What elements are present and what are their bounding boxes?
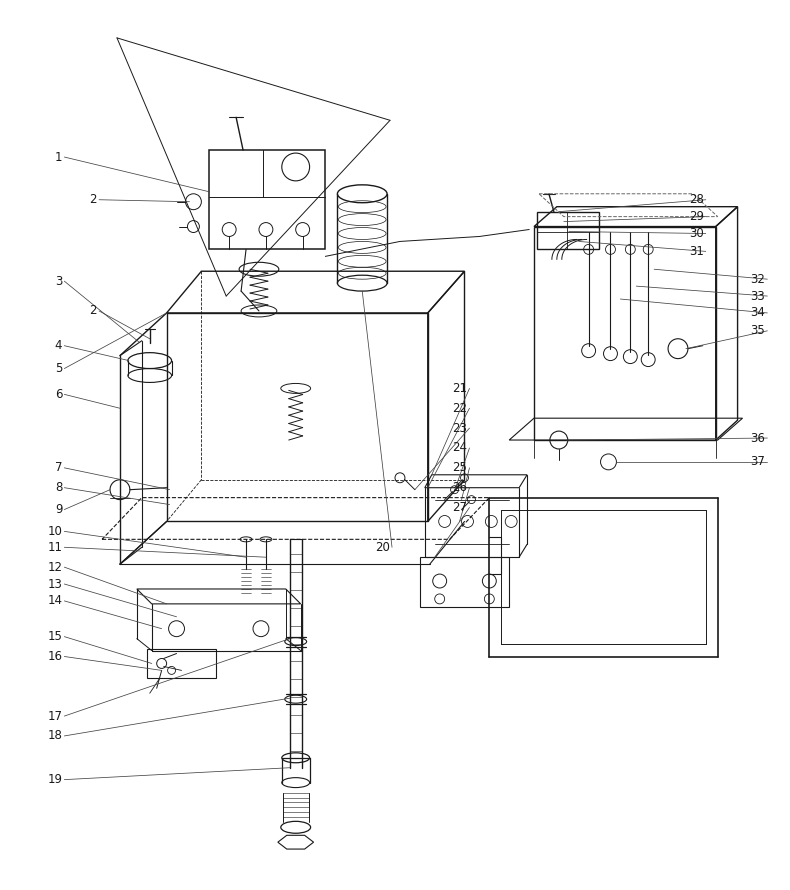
Text: 30: 30: [689, 227, 704, 240]
Text: 1: 1: [55, 150, 62, 164]
Text: 11: 11: [47, 541, 62, 554]
Text: 2: 2: [89, 304, 97, 318]
Text: 24: 24: [453, 441, 468, 455]
Text: 12: 12: [47, 561, 62, 574]
Text: 20: 20: [375, 541, 390, 554]
Text: 28: 28: [689, 193, 704, 206]
Text: 10: 10: [47, 525, 62, 538]
Text: 7: 7: [55, 461, 62, 474]
Text: 3: 3: [55, 275, 62, 287]
Text: 2: 2: [89, 193, 97, 206]
Text: 32: 32: [750, 272, 766, 286]
Text: 9: 9: [55, 503, 62, 516]
Text: 34: 34: [750, 306, 766, 320]
Text: 17: 17: [47, 709, 62, 723]
Text: 13: 13: [47, 578, 62, 591]
Text: 33: 33: [750, 289, 766, 303]
Text: 6: 6: [55, 388, 62, 401]
Text: 27: 27: [453, 501, 468, 514]
Text: 21: 21: [453, 382, 468, 395]
Text: 36: 36: [750, 432, 766, 444]
Text: 4: 4: [55, 339, 62, 352]
Text: 35: 35: [750, 324, 766, 337]
Text: 5: 5: [55, 362, 62, 375]
Text: 15: 15: [47, 630, 62, 643]
Text: 26: 26: [453, 481, 468, 494]
Text: 23: 23: [453, 422, 468, 434]
Text: 22: 22: [453, 401, 468, 415]
Text: 14: 14: [47, 595, 62, 607]
Text: 18: 18: [47, 730, 62, 742]
Text: 37: 37: [750, 456, 766, 468]
Text: 25: 25: [453, 461, 468, 474]
Text: 19: 19: [47, 773, 62, 786]
Text: 8: 8: [55, 481, 62, 494]
Text: 31: 31: [689, 245, 704, 258]
Text: 16: 16: [47, 650, 62, 663]
Text: 29: 29: [689, 210, 704, 223]
